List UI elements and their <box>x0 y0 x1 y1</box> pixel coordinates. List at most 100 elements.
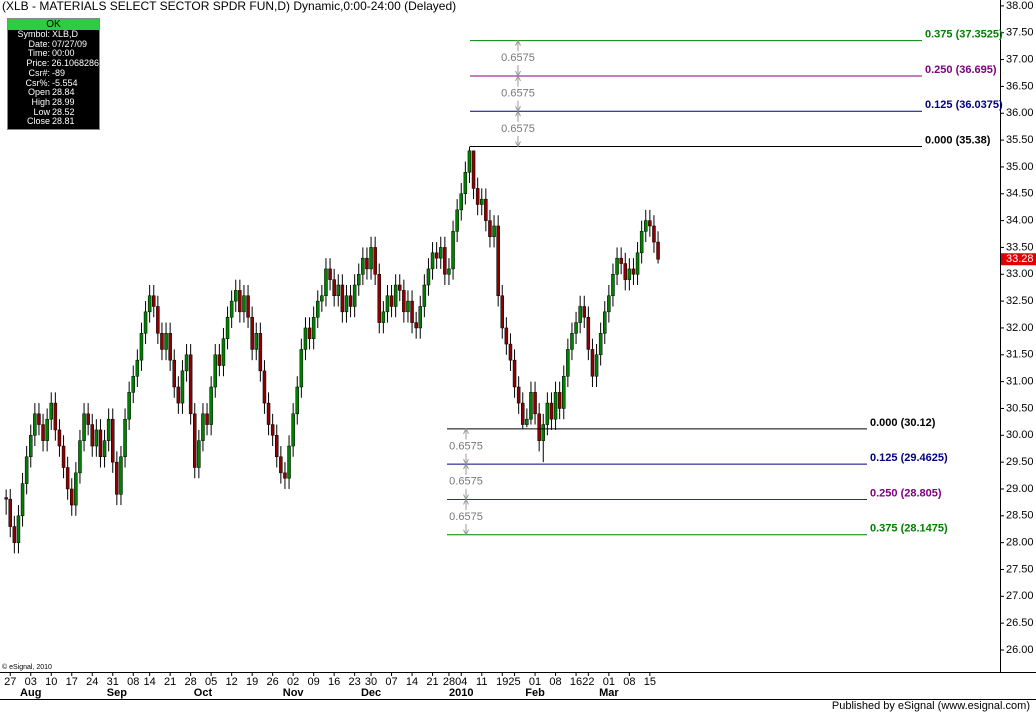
candle-body <box>357 274 361 286</box>
candle-body <box>20 483 25 517</box>
x-tick-label: 21 <box>164 676 176 688</box>
candle-body <box>434 252 439 259</box>
candle-body <box>631 268 636 275</box>
info-key: Open <box>27 87 50 98</box>
candle-body <box>496 225 500 296</box>
candle-body <box>402 290 406 313</box>
candle-body <box>156 306 160 334</box>
candle-body <box>37 413 41 425</box>
candle-body <box>295 386 300 415</box>
x-tick-label: 16 <box>328 676 340 688</box>
info-value: 28.81 <box>52 116 75 127</box>
candle-body <box>147 295 152 313</box>
candle-body <box>188 354 193 415</box>
candle-body <box>131 376 136 393</box>
candle-body <box>545 402 550 425</box>
x-tick-label: 14 <box>144 676 156 688</box>
candle-body <box>283 472 287 479</box>
candle-body <box>29 435 33 458</box>
x-tick-label: 15 <box>644 676 656 688</box>
x-tick-label: 26 <box>267 676 279 688</box>
candle-body <box>537 413 541 441</box>
candle-body <box>439 247 443 259</box>
candle-body <box>418 306 423 329</box>
candle-body <box>451 231 455 270</box>
x-tick-label: 23 <box>349 676 361 688</box>
arrow-head <box>515 70 521 78</box>
copyright: © eSignal, 2010 <box>2 663 52 671</box>
month-label: Sep <box>107 687 127 699</box>
x-tick-label: 08 <box>127 676 139 688</box>
candle-body <box>594 354 599 377</box>
x-tick-label: 16 <box>570 676 582 688</box>
candle-body <box>389 295 394 307</box>
y-tick-label: 35.50 <box>1006 134 1034 146</box>
y-tick-label: 33.00 <box>1006 268 1034 280</box>
x-tick-label: 25 <box>508 676 520 688</box>
step-label: 0.6575 <box>501 52 535 64</box>
candle-body <box>336 284 341 296</box>
candle-body <box>644 220 648 232</box>
arrow-head <box>463 498 469 505</box>
info-status[interactable]: OK <box>8 19 99 30</box>
candle-body <box>521 402 525 425</box>
candle-body <box>8 498 13 527</box>
candle-body <box>406 300 410 313</box>
candle-body <box>639 231 644 254</box>
candle-body <box>135 359 140 377</box>
candle-body <box>324 268 328 296</box>
info-key: Symbol: <box>17 29 50 39</box>
info-row: Symbol: XLB,D <box>8 29 99 40</box>
candle-body <box>574 322 578 334</box>
candle-body <box>467 150 472 173</box>
candle-body <box>598 333 603 356</box>
candle-body <box>512 359 517 388</box>
candle-body <box>443 247 447 275</box>
x-tick-label: 28 <box>443 676 455 688</box>
candle-body <box>311 316 316 339</box>
arrow-head <box>463 529 469 536</box>
candle-body <box>586 316 591 350</box>
candle-body <box>393 284 398 307</box>
candle-body <box>217 354 222 366</box>
candle-body <box>422 284 427 307</box>
info-value: 00:00 <box>52 48 75 59</box>
candle-body <box>603 311 607 334</box>
candle-body <box>57 429 62 447</box>
candle-body <box>348 295 353 307</box>
x-tick-label: 19 <box>496 676 508 688</box>
candle-body <box>455 209 459 232</box>
info-row: High 28.99 <box>8 96 99 108</box>
info-key: Csr%: <box>25 77 51 88</box>
month-label: Oct <box>194 687 213 699</box>
candle-body <box>33 413 37 436</box>
info-key: Low <box>33 106 50 117</box>
fib-level-label: 0.000 (35.38) <box>925 134 991 146</box>
y-tick-label: 36.00 <box>1006 107 1034 119</box>
candle-body <box>652 225 656 243</box>
y-tick-label: 34.50 <box>1006 188 1034 200</box>
candle-body <box>53 402 58 431</box>
candle-body <box>65 467 70 490</box>
candle-body <box>562 376 566 409</box>
x-tick-label: 09 <box>308 676 320 688</box>
candle-body <box>12 526 17 543</box>
candle-body <box>205 413 209 425</box>
candle-body <box>533 392 537 415</box>
info-value: 28.84 <box>52 87 75 98</box>
fib-level-label: 0.375 (28.1475) <box>870 523 948 535</box>
candle-body <box>127 392 131 420</box>
info-value: -89 <box>52 67 66 78</box>
step-label: 0.6575 <box>501 123 535 135</box>
step-label: 0.6575 <box>449 440 483 452</box>
x-tick-label: 12 <box>226 676 238 688</box>
candle-body <box>377 274 382 323</box>
candle-body <box>225 316 230 339</box>
candle-body <box>373 247 377 275</box>
candle-body <box>607 295 611 313</box>
y-tick-label: 29.50 <box>1006 456 1034 468</box>
info-value: 28.99 <box>52 96 75 107</box>
candle-body <box>553 392 558 420</box>
info-key: Close <box>26 116 50 127</box>
